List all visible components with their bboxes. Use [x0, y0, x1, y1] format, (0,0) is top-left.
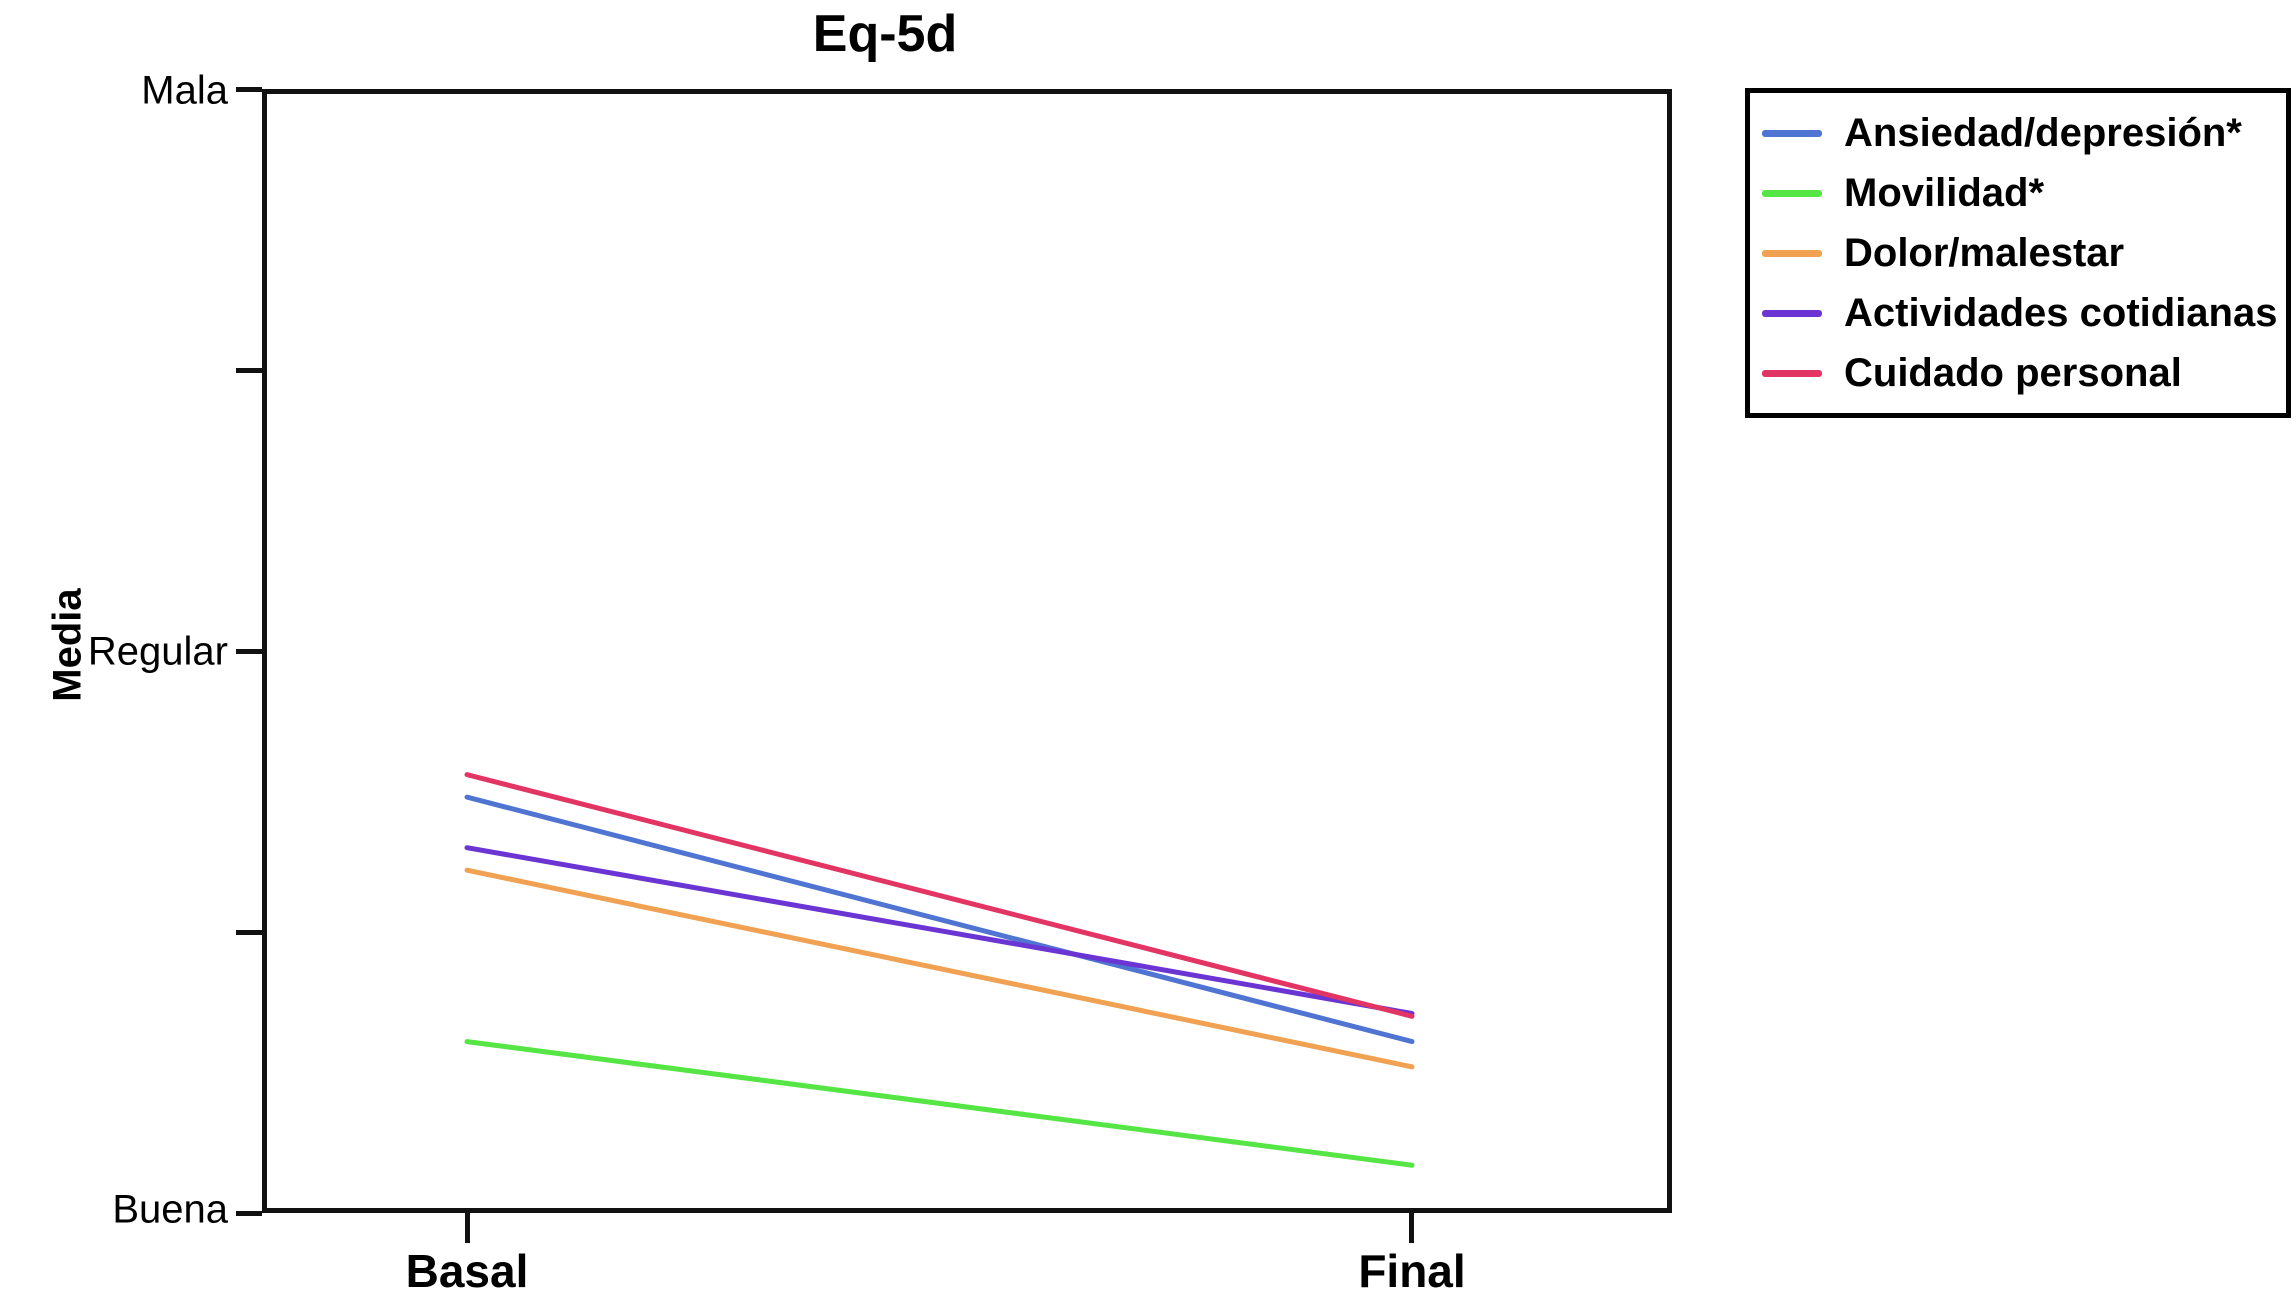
y-tick-label-mala: Mala — [141, 68, 228, 113]
series-line — [464, 794, 1415, 1045]
legend-label: Actividades cotidianas — [1844, 290, 2278, 335]
y-tick-mark — [236, 367, 262, 373]
chart-title: Eq-5d — [812, 5, 958, 63]
series-line — [464, 845, 1415, 1016]
legend: Ansiedad/depresión* Movilidad* Dolor/mal… — [1745, 88, 2291, 418]
x-tick-label-final: Final — [1358, 1245, 1466, 1297]
y-tick-label-buena: Buena — [112, 1187, 228, 1232]
y-tick-label-regular: Regular — [87, 629, 228, 674]
legend-swatch-line-icon — [1762, 189, 1822, 197]
plot-area — [262, 89, 1672, 1213]
legend-item: Movilidad* — [1762, 171, 2274, 216]
y-tick-mark — [236, 1210, 262, 1216]
series-line — [464, 772, 1415, 1019]
y-tick-mark — [236, 929, 262, 935]
x-tick-mark — [464, 1213, 470, 1243]
legend-swatch-line-icon — [1762, 129, 1822, 137]
legend-swatch-line-icon — [1762, 309, 1822, 317]
series-line — [464, 867, 1415, 1070]
legend-item: Actividades cotidianas — [1762, 290, 2278, 336]
legend-swatch-line-icon — [1762, 249, 1822, 257]
x-tick-mark — [1409, 1213, 1415, 1243]
legend-label: Dolor/malestar — [1844, 230, 2125, 275]
y-tick-mark — [236, 86, 262, 92]
legend-label: Movilidad* — [1844, 170, 2045, 215]
legend-swatch-line-icon — [1762, 369, 1822, 377]
legend-item: Dolor/malestar — [1762, 231, 2274, 276]
series-line — [464, 1039, 1415, 1168]
legend-label: Ansiedad/depresión* — [1844, 110, 2242, 155]
line-series-svg — [464, 772, 1415, 1168]
legend-item: Ansiedad/depresión* — [1762, 111, 2274, 156]
legend-item: Cuidado personal — [1762, 351, 2274, 396]
y-tick-mark — [236, 648, 262, 654]
x-tick-label-basal: Basal — [405, 1245, 529, 1297]
legend-label: Cuidado personal — [1844, 350, 2182, 395]
